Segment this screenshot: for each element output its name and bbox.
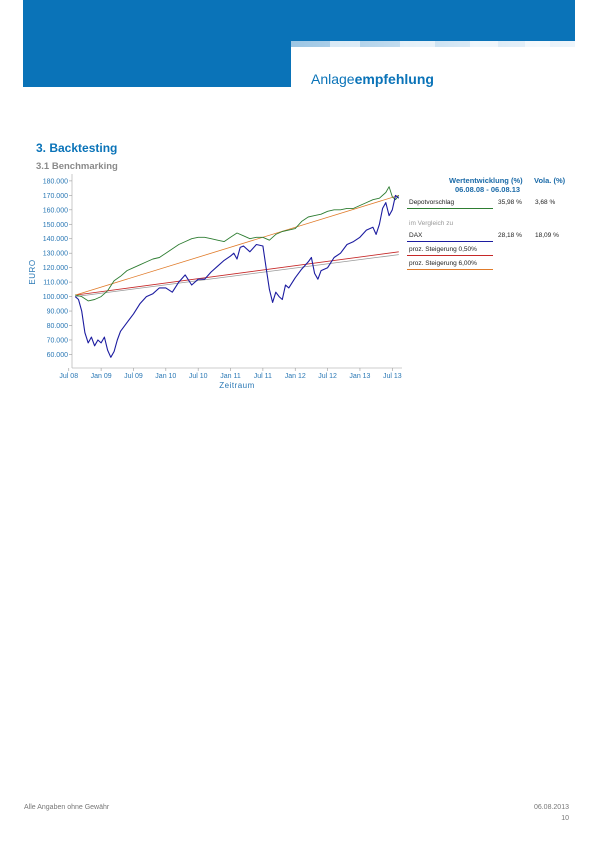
header-strip-block <box>470 41 498 47</box>
legend-period: 06.08.08 - 06.08.13 <box>455 185 521 194</box>
x-tick-label: Jul 12 <box>318 373 337 380</box>
footer-disclaimer: Alle Angaben ohne Gewähr <box>24 804 110 811</box>
page-title-bold: empfehlung <box>354 71 434 87</box>
legend-header-volatility: Vola. (%) <box>534 176 566 185</box>
y-tick-label: 120.000 <box>43 265 68 272</box>
series-reference-line <box>75 254 399 297</box>
legend-line <box>407 241 493 242</box>
legend-row-dax: DAX 28,18 % 18,09 % <box>407 232 577 242</box>
x-tick-label: Jan 10 <box>155 373 176 380</box>
x-axis-label: Zeitraum <box>219 381 255 390</box>
y-tick-label: 70.000 <box>47 337 69 344</box>
legend-line <box>407 208 493 209</box>
y-tick-label: 170.000 <box>43 193 68 200</box>
y-tick-label: 160.000 <box>43 207 68 214</box>
x-tick-label: Jul 10 <box>189 373 208 380</box>
legend-row-depot: Depotvorschlag 35,98 % 3,68 % <box>407 199 577 209</box>
y-tick-label: 90.000 <box>47 309 69 316</box>
y-tick-label: 100.000 <box>43 294 68 301</box>
legend-performance: 28,18 % <box>498 232 522 239</box>
y-tick-label: 110.000 <box>43 280 68 287</box>
series-dax-line <box>74 194 400 358</box>
footer-date: 06.08.2013 <box>533 804 569 811</box>
page-title-light: Anlage <box>311 71 355 87</box>
legend-header-performance: Wertentwicklung (%) <box>449 176 523 185</box>
legend-line <box>407 255 493 256</box>
legend-name: proz. Steigerung 0,50% <box>409 246 477 253</box>
x-tick-label: Jan 11 <box>220 373 241 380</box>
legend-performance: 35,98 % <box>498 199 522 206</box>
legend-comparison-label: im Vergleich zu <box>409 220 454 227</box>
y-tick-label: 150.000 <box>43 222 68 229</box>
x-tick-label: Jul 13 <box>383 373 402 380</box>
legend-volatility: 3,68 % <box>535 199 556 206</box>
x-tick-label: Jul 09 <box>124 373 143 380</box>
header-bar-lower <box>23 41 291 87</box>
header-strip-block <box>330 41 360 47</box>
y-tick-label: 180.000 <box>43 178 68 185</box>
x-tick-label: Jan 09 <box>91 373 112 380</box>
x-tick-label: Jan 12 <box>285 373 306 380</box>
section-title: 3. Backtesting <box>36 141 118 155</box>
series-growth-600-line <box>75 195 399 296</box>
page-title: Anlageempfehlung <box>311 71 434 87</box>
y-axis-label: EURO <box>28 259 37 284</box>
legend-name: proz. Steigerung 6,00% <box>409 260 477 267</box>
header-bar <box>23 0 575 41</box>
header-strip-block <box>400 41 435 47</box>
x-tick-label: Jul 08 <box>59 373 78 380</box>
series-growth-050-line <box>75 251 399 296</box>
y-tick-label: 130.000 <box>43 251 68 258</box>
legend-name: Depotvorschlag <box>409 199 455 206</box>
x-tick-label: Jul 11 <box>254 373 272 380</box>
legend-volatility: 18,09 % <box>535 232 559 239</box>
footer-page-number: 10 <box>561 815 569 822</box>
legend-line <box>407 269 493 270</box>
legend-row-growth-050: proz. Steigerung 0,50% <box>407 246 577 256</box>
y-tick-label: 80.000 <box>47 323 69 330</box>
series-depotvorschlag-line <box>75 186 400 302</box>
y-tick-label: 60.000 <box>47 352 69 359</box>
x-tick-label: Jan 13 <box>349 373 370 380</box>
legend-name: DAX <box>409 232 423 239</box>
y-tick-label: 140.000 <box>43 236 68 243</box>
section-subtitle: 3.1 Benchmarking <box>36 161 118 172</box>
legend-row-growth-600: proz. Steigerung 6,00% <box>407 260 577 270</box>
header-strip-block <box>525 41 550 47</box>
